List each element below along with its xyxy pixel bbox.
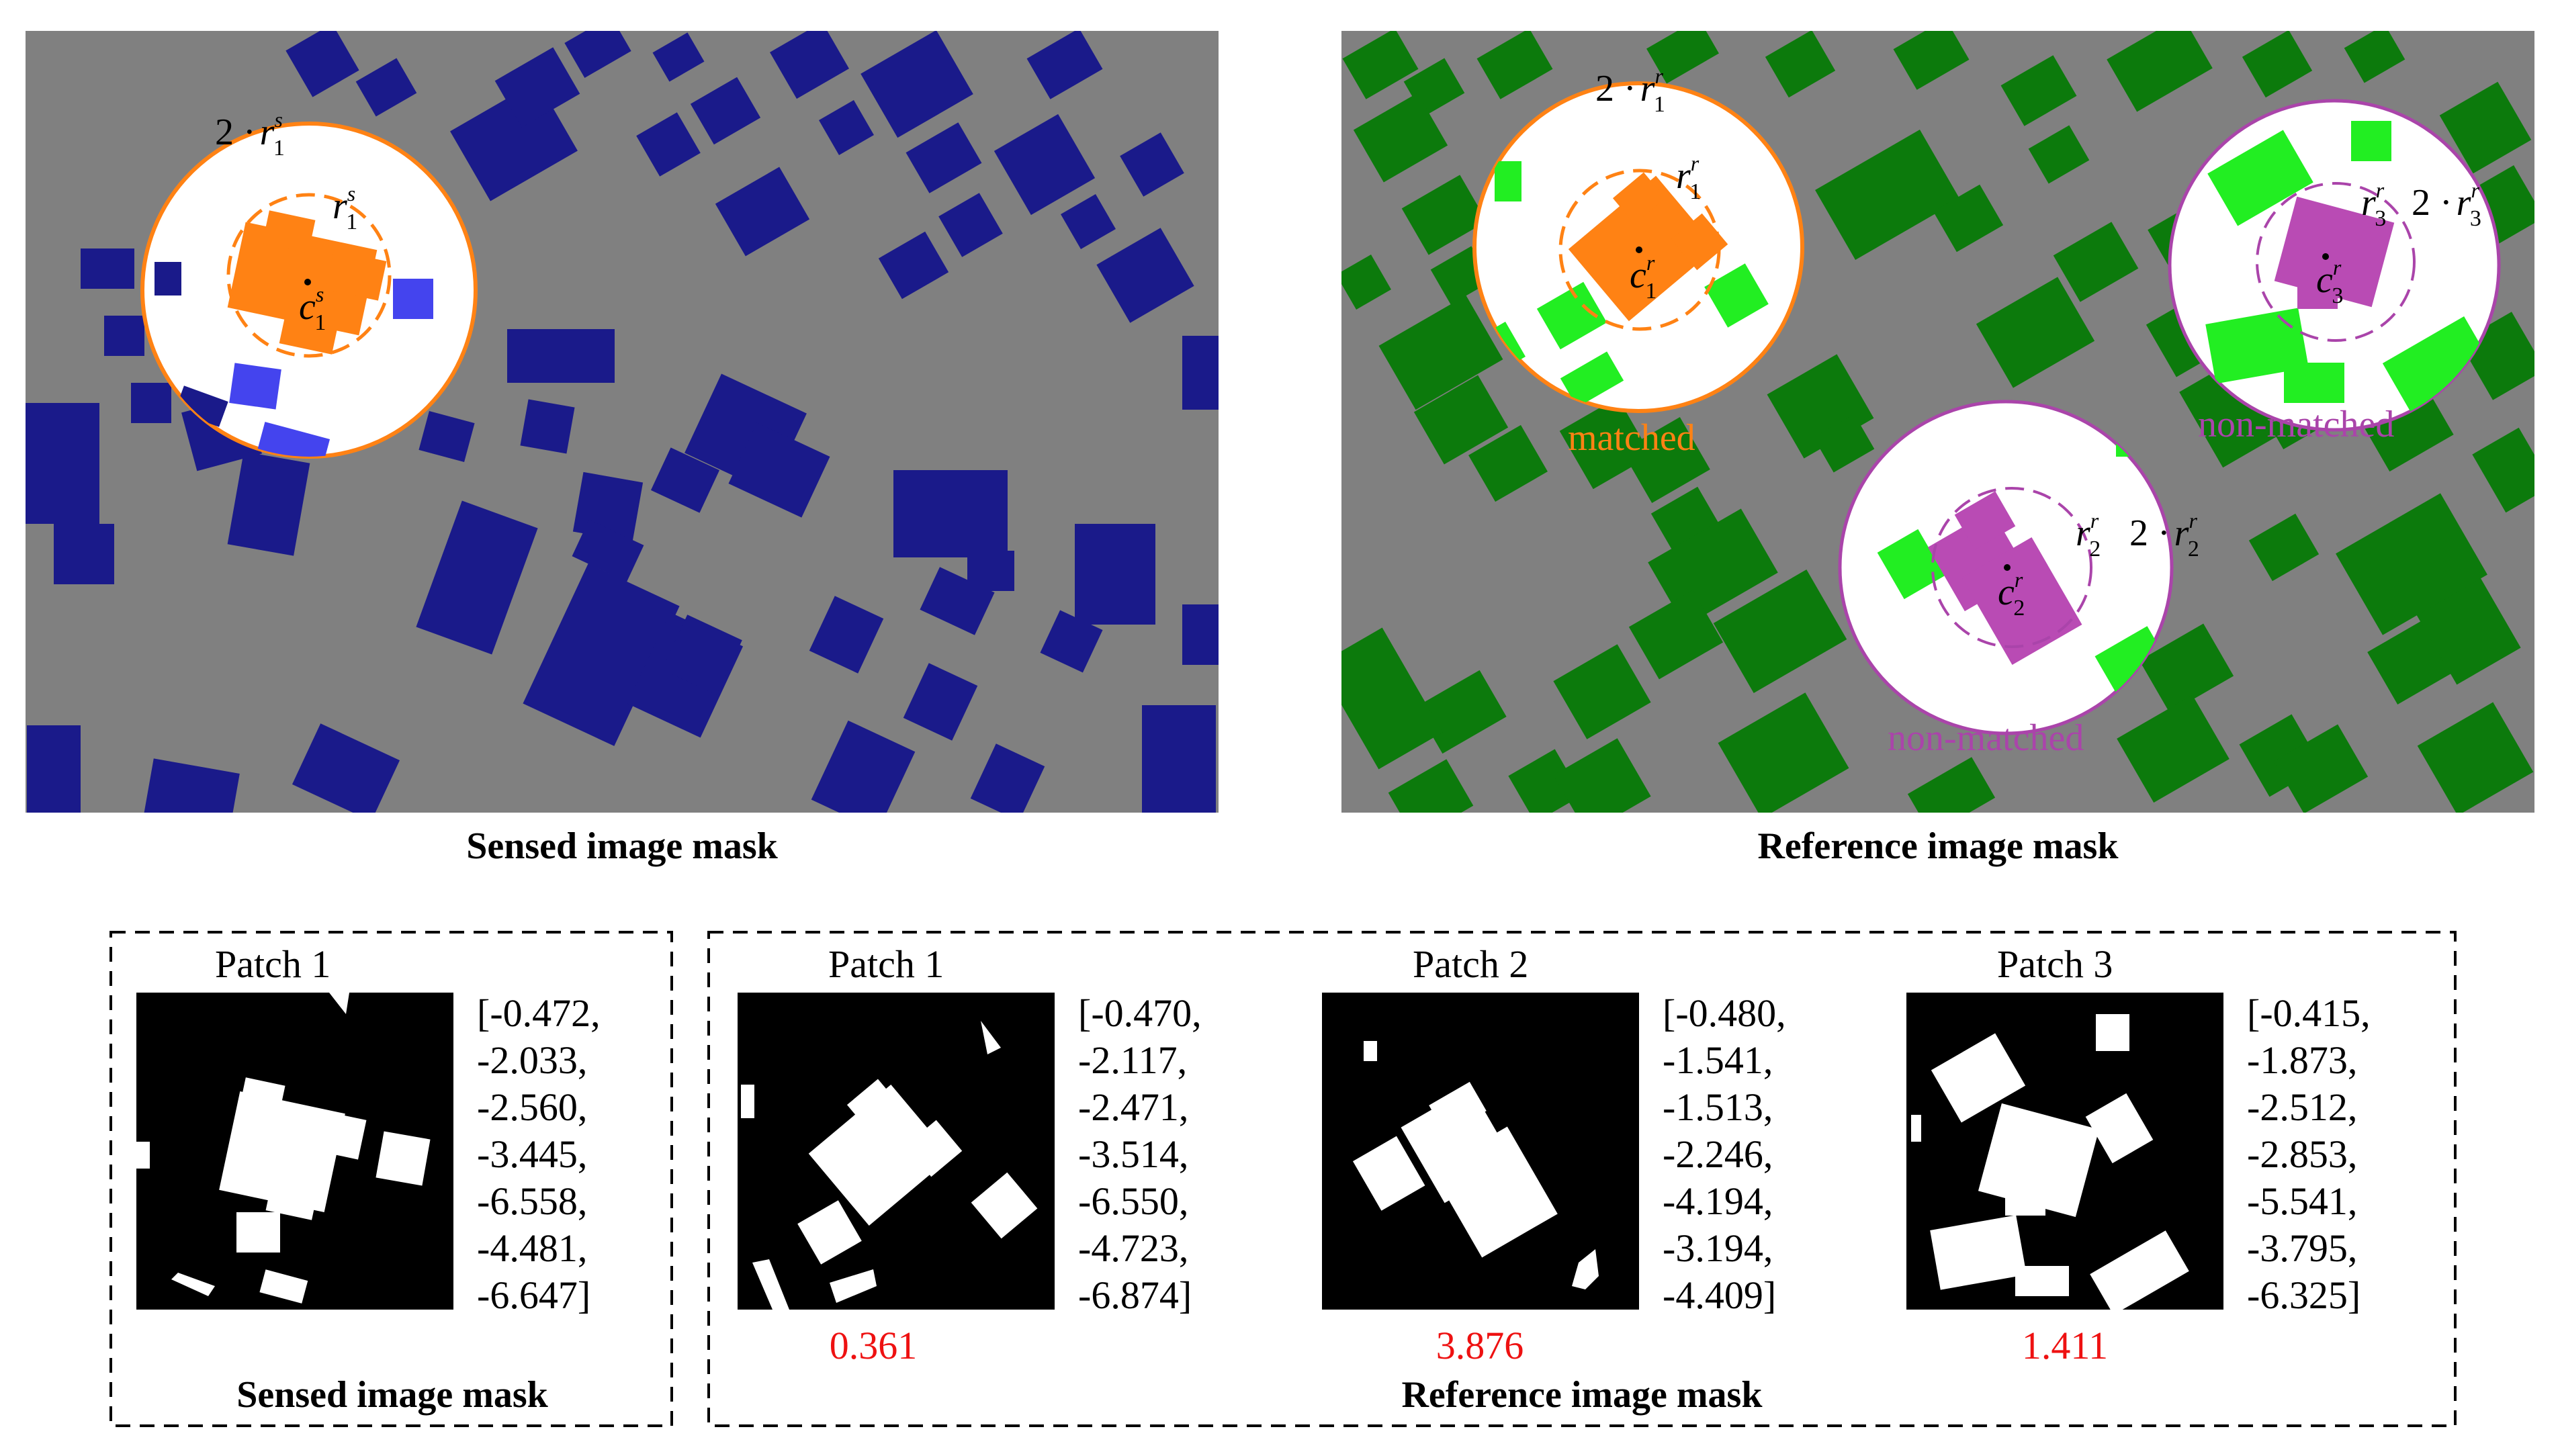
sensed-caption-bottom: Sensed image mask [236, 1374, 548, 1416]
sensed-patch-box [109, 931, 673, 1427]
matched-inner-circle [1558, 169, 1721, 331]
svg-text:[-0.472,: [-0.472, [477, 991, 601, 1035]
svg-text:-3.795,: -3.795, [2247, 1226, 2357, 1270]
reference-patch-2-title: Patch 2 [1413, 942, 1528, 986]
sensed-buildings [26, 31, 1219, 813]
svg-text:-2.853,: -2.853, [2247, 1132, 2357, 1176]
nonmatched3-window-contents [2205, 121, 2495, 416]
reference-caption-top: Reference image mask [1757, 825, 2119, 867]
svg-text:rr3: rr 3 [2361, 178, 2386, 231]
nonmatched3-building [2274, 196, 2395, 309]
query-building [227, 210, 387, 355]
sensed-inner-circle [226, 193, 392, 358]
svg-text:-4.409]: -4.409] [1663, 1273, 1776, 1317]
svg-text:-5.541,: -5.541, [2247, 1179, 2357, 1223]
svg-text:-2.246,: -2.246, [1663, 1132, 1773, 1176]
reference-patch-3-score: 1.411 [2022, 1324, 2108, 1367]
svg-text:rr1: rr 1 [1676, 151, 1701, 204]
svg-text:cs1: cs 1 [299, 282, 326, 335]
svg-text:-6.558,: -6.558, [477, 1179, 587, 1223]
sensed-patch-image [136, 993, 453, 1310]
reference-patch-1-title: Patch 1 [828, 942, 944, 986]
svg-text:-3.194,: -3.194, [1663, 1226, 1773, 1270]
svg-text:rr2: rr 2 [2076, 508, 2101, 561]
nonmatched3-inner-circle [2256, 182, 2416, 342]
svg-text:-4.481,: -4.481, [477, 1226, 587, 1270]
sensed-math-labels: 2 · rs 1 rs 1 cs 1 [215, 107, 357, 335]
svg-text:-1.541,: -1.541, [1663, 1038, 1773, 1082]
reference-patch-box [707, 931, 2457, 1427]
svg-text:2 ·rr2: 2 · rr 2 [2129, 508, 2199, 561]
reference-caption-bottom: Reference image mask [1401, 1374, 1763, 1416]
reference-patch-2-score: 3.876 [1436, 1324, 1524, 1367]
sensed-window-contents [155, 262, 433, 457]
reference-patch-3-title: Patch 3 [1997, 942, 2113, 986]
svg-text:-4.194,: -4.194, [1663, 1179, 1773, 1223]
svg-text:-3.514,: -3.514, [1078, 1132, 1188, 1176]
svg-text:[-0.470,: [-0.470, [1078, 991, 1202, 1035]
svg-text:-2.117,: -2.117, [1078, 1038, 1187, 1082]
svg-text:2 ·rr3: 2 · rr 3 [2412, 178, 2481, 231]
svg-text:-2.471,: -2.471, [1078, 1085, 1188, 1129]
svg-text:-4.723,: -4.723, [1078, 1226, 1188, 1270]
nonmatched2-inner-circle [1931, 487, 2092, 648]
reference-patch-3: Patch 3 [-0.415, -1.873, -2.512, -2.853,… [1906, 942, 2371, 1367]
svg-text:2 ·rr1: 2 · rr 1 [1595, 64, 1665, 117]
svg-text:-6.550,: -6.550, [1078, 1179, 1188, 1223]
reference-math-labels: 2 · rr 1 rr 1 cr 1 rr 2 2 · rr 2 cr 2 rr 3 2 · rr 3… [1595, 64, 2481, 621]
svg-text:[-0.480,: [-0.480, [1663, 991, 1786, 1035]
svg-text:[-0.415,: [-0.415, [2247, 991, 2371, 1035]
reference-patch-2: Patch 2 [-0.480, -1.541, -1.513, -2.246,… [1322, 942, 1786, 1367]
svg-text:-3.445,: -3.445, [477, 1132, 587, 1176]
svg-text:cr2: cr 2 [1998, 567, 2025, 621]
reference-patch-1: Patch 1 [-0.470, -2.117, -2.471, -3.514,… [738, 942, 1202, 1367]
svg-text:-1.513,: -1.513, [1663, 1085, 1773, 1129]
matched-query-building [1568, 172, 1728, 322]
svg-text:-6.874]: -6.874] [1078, 1273, 1192, 1317]
sensed-patch-title: Patch 1 [215, 942, 330, 986]
svg-text:cr3: cr 3 [2316, 255, 2343, 308]
svg-text:rs1: rs 1 [333, 181, 357, 234]
sensed-caption-top: Sensed image mask [466, 825, 778, 867]
nonmatched2-building [1927, 491, 2082, 665]
matched-label: matched [1568, 417, 1695, 459]
svg-text:-2.033,: -2.033, [477, 1038, 587, 1082]
svg-text:-2.560,: -2.560, [477, 1085, 587, 1129]
svg-text:-1.873,: -1.873, [2247, 1038, 2357, 1082]
sensed-image-mask [26, 31, 1219, 813]
non-matched-label-2: non-matched [1888, 717, 2084, 759]
svg-text:-6.325]: -6.325] [2247, 1273, 2360, 1317]
svg-text:2 ·rs1: 2 · rs 1 [215, 107, 285, 161]
reference-patch-1-score: 0.361 [830, 1324, 918, 1367]
svg-text:-6.647]: -6.647] [477, 1273, 590, 1317]
svg-text:cr1: cr 1 [1630, 251, 1657, 304]
sensed-patch-vector: [-0.472, -2.033, -2.560, -3.445, -6.558,… [477, 991, 601, 1317]
non-matched-label-3: non-matched [2198, 404, 2394, 445]
svg-text:-2.512,: -2.512, [2247, 1085, 2357, 1129]
